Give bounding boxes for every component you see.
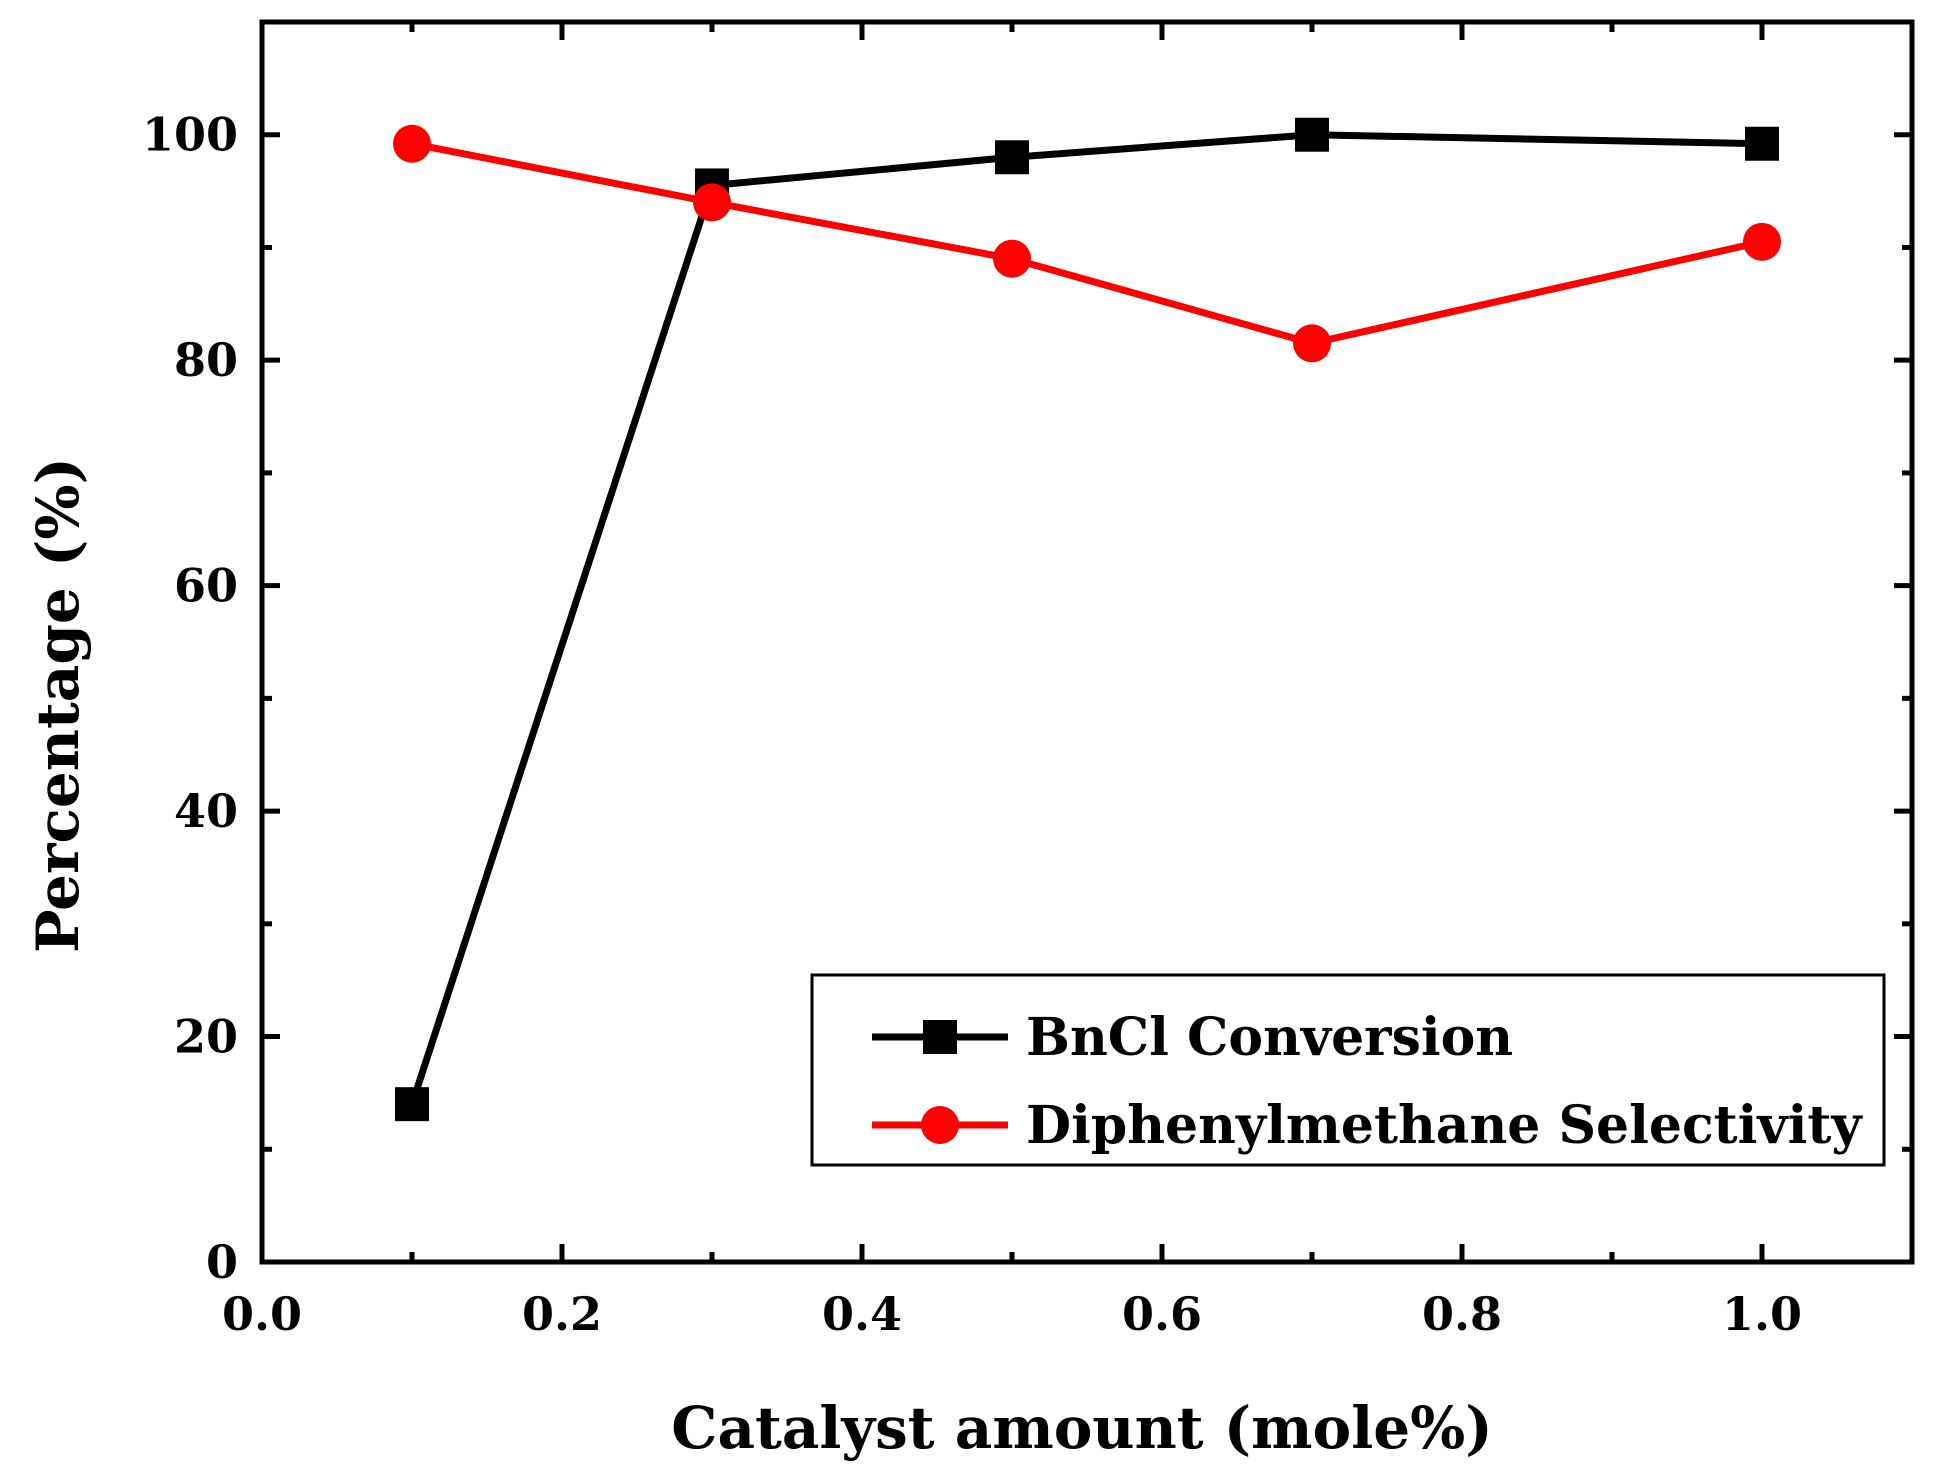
series-1-point (393, 124, 431, 163)
legend: BnCl Conversion Diphenylmethane Selectivi… (810, 973, 1886, 1167)
series-0-point (1745, 126, 1779, 161)
x-tick-label: 1.0 (1722, 1287, 1802, 1341)
y-tick-label: 0 (206, 1235, 238, 1289)
legend-label-1: Diphenylmethane Selectivity (1026, 1095, 1863, 1156)
series-1-point (1293, 324, 1331, 363)
x-tick-label: 0.4 (822, 1287, 902, 1341)
x-tick-label: 0.0 (222, 1287, 302, 1341)
x-tick-label: 0.2 (522, 1287, 602, 1341)
y-tick-label: 100 (142, 108, 238, 162)
plot-frame (259, 19, 1915, 1265)
series-1-point (693, 183, 731, 222)
y-axis-title: Percentage (%) (24, 457, 92, 953)
x-tick-label: 0.8 (1422, 1287, 1502, 1341)
x-axis-title: Catalyst amount (mole%) (671, 1394, 1492, 1462)
legend-marker-1 (921, 1106, 959, 1144)
series-0-point (1295, 117, 1329, 152)
y-tick-label: 20 (174, 1010, 238, 1064)
y-tick-label: 40 (174, 784, 238, 838)
y-tick-label: 60 (174, 559, 238, 613)
series-0-point (995, 140, 1029, 175)
legend-label-0: BnCl Conversion (1026, 1007, 1513, 1068)
x-tick-label: 0.6 (1122, 1287, 1202, 1341)
series-0-point (395, 1087, 429, 1122)
legend-marker-0 (923, 1020, 957, 1054)
series-1-point (993, 239, 1031, 278)
series-1-point (1743, 222, 1781, 261)
legend-box (810, 973, 1886, 1167)
series-layer (393, 117, 1781, 1122)
y-tick-label: 80 (174, 333, 238, 387)
axes-layer: 0.0 0.2 0.4 0.6 0.8 1.0 0 20 40 60 80 100 (142, 19, 1915, 1341)
